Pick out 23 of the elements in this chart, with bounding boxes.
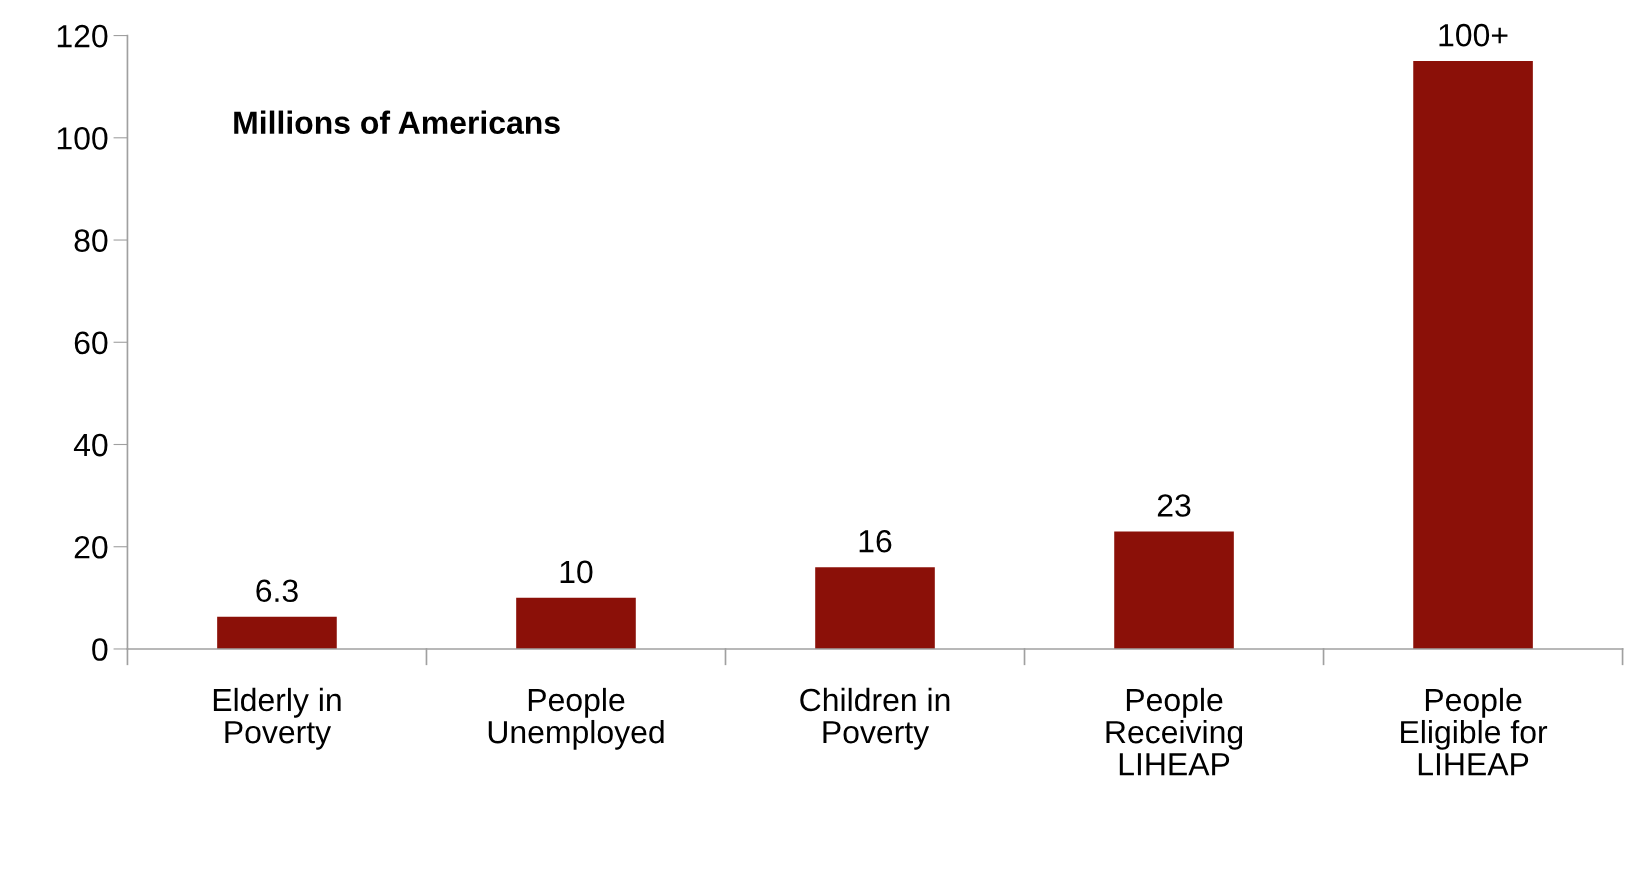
data-label: 16 bbox=[859, 529, 892, 553]
bar bbox=[516, 597, 636, 649]
y-tick-label: 20 bbox=[74, 536, 108, 559]
data-label: 100+ bbox=[1439, 23, 1508, 47]
y-tick-label: 0 bbox=[92, 638, 108, 661]
bar bbox=[1114, 531, 1234, 649]
y-tick-label: 100 bbox=[57, 127, 108, 150]
x-tick-label: People Eligible for LIHEAP bbox=[1401, 687, 1548, 776]
x-tick-label: People Receiving LIHEAP bbox=[1106, 687, 1243, 776]
x-tick-label: Children in Poverty bbox=[800, 687, 950, 750]
data-label: 10 bbox=[560, 560, 593, 584]
y-tick-label: 80 bbox=[74, 229, 108, 252]
x-tick-label: People Unemployed bbox=[488, 687, 664, 750]
annotation: Millions of Americans bbox=[234, 110, 560, 135]
y-tick-label: 60 bbox=[74, 331, 108, 355]
data-label: 6.3 bbox=[256, 579, 298, 603]
data-label: 23 bbox=[1157, 494, 1191, 517]
x-tick-label: Elderly in Poverty bbox=[213, 687, 341, 750]
bar bbox=[1413, 61, 1533, 649]
bar bbox=[815, 567, 935, 649]
y-tick-label: 40 bbox=[73, 433, 108, 457]
bar bbox=[217, 616, 337, 649]
y-tick-label: 120 bbox=[57, 24, 108, 48]
